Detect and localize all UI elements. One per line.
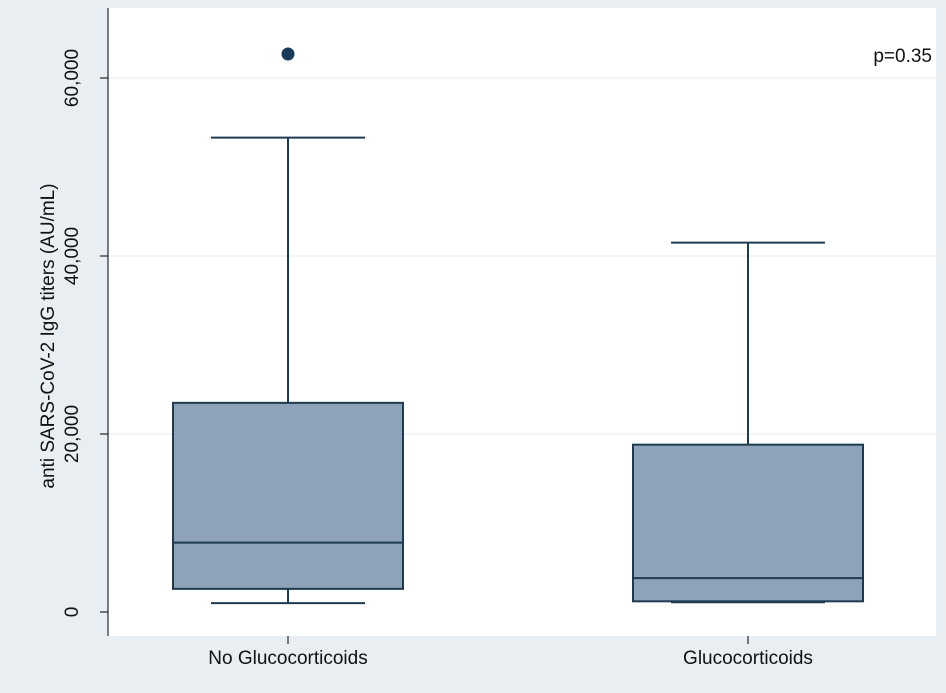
x-tick-label: Glucocorticoids: [683, 648, 813, 669]
y-tick-label: 0: [62, 607, 83, 618]
box-group: [172, 47, 404, 605]
x-axis-labels: No Glucocorticoids Glucocorticoids: [208, 636, 813, 669]
y-tick-label: 60,000: [62, 49, 83, 107]
boxes: [172, 47, 864, 605]
y-axis-ticks: 0 20,000 40,000 60,000: [62, 49, 108, 617]
y-tick-label: 20,000: [62, 405, 83, 463]
iqr-box: [632, 443, 864, 603]
y-axis-title: anti SARS-CoV-2 IgG titers (AU/mL): [38, 183, 59, 488]
outlier-point: [281, 47, 295, 61]
p-value-annotation: p=0.35: [873, 46, 932, 67]
iqr-box: [172, 401, 404, 590]
box-group: [632, 241, 864, 604]
y-tick-label: 40,000: [62, 227, 83, 285]
x-tick-label: No Glucocorticoids: [208, 648, 367, 669]
